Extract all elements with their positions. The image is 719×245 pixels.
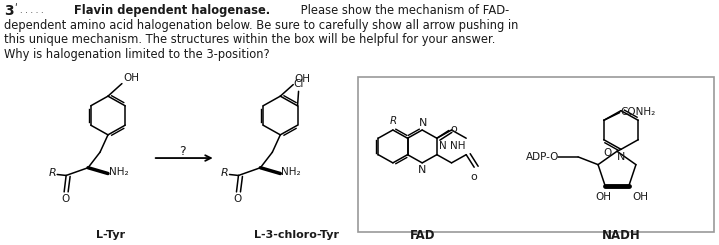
Text: L-Tyr: L-Tyr — [96, 230, 125, 240]
Text: NH₂: NH₂ — [281, 167, 301, 177]
Text: ?: ? — [179, 145, 186, 158]
Text: . . . . .: . . . . . — [20, 6, 44, 15]
Text: NADH: NADH — [602, 229, 641, 242]
Text: R: R — [221, 168, 229, 178]
Text: o: o — [451, 123, 457, 134]
Text: NH₂: NH₂ — [109, 167, 129, 177]
Text: this unique mechanism. The structures within the box will be helpful for your an: this unique mechanism. The structures wi… — [4, 33, 496, 46]
Text: L-3-chloro-Tyr: L-3-chloro-Tyr — [255, 230, 339, 240]
Text: OH: OH — [294, 74, 311, 84]
Text: OH: OH — [595, 192, 611, 202]
Text: FAD: FAD — [409, 229, 435, 242]
Text: NH: NH — [449, 141, 465, 151]
Text: ADP-O: ADP-O — [526, 152, 559, 162]
Text: R: R — [48, 168, 56, 178]
Text: N: N — [419, 118, 427, 128]
Text: O: O — [234, 194, 242, 204]
Text: OH: OH — [633, 192, 649, 202]
Text: o: o — [471, 172, 477, 182]
Text: O: O — [603, 148, 612, 158]
Bar — [358, 77, 714, 232]
Text: Why is halogenation limited to the 3-position?: Why is halogenation limited to the 3-pos… — [4, 48, 270, 61]
Text: 3: 3 — [4, 4, 14, 18]
Text: O: O — [61, 194, 69, 204]
Text: N: N — [418, 165, 426, 175]
Text: dependent amino acid halogenation below. Be sure to carefully show all arrow pus: dependent amino acid halogenation below.… — [4, 19, 518, 32]
Text: R: R — [389, 116, 396, 126]
Text: ʹ: ʹ — [14, 4, 17, 14]
Text: N: N — [439, 141, 446, 151]
Text: Cl: Cl — [293, 79, 303, 89]
Text: OH: OH — [123, 73, 139, 83]
Text: Please show the mechanism of FAD-: Please show the mechanism of FAD- — [297, 4, 510, 17]
Text: N: N — [617, 152, 626, 162]
Text: CONH₂: CONH₂ — [620, 107, 656, 117]
Text: Flavin dependent halogenase.: Flavin dependent halogenase. — [74, 4, 270, 17]
